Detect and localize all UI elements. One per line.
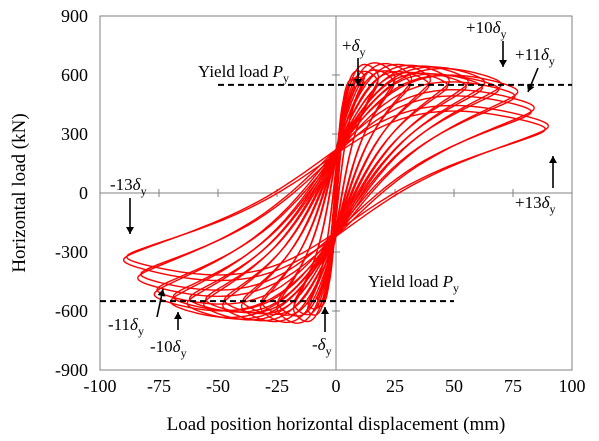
hysteresis-loops — [122, 62, 550, 324]
arrow-minus-13-head — [126, 227, 134, 234]
annotation-p10-prefix: +10 — [466, 18, 493, 37]
annotation-m13-symbol: δ — [133, 175, 142, 194]
annotation-m1-symbol: δ — [318, 335, 327, 354]
arrow-minus-13 — [126, 198, 134, 234]
annotation-p1-prefix: + — [342, 36, 352, 55]
arrow-minus-10 — [174, 312, 182, 330]
annotation-m13-prefix: -13 — [110, 175, 133, 194]
arrow-plus-10 — [499, 41, 507, 67]
annotation-yield_top-symbol: P — [272, 62, 283, 81]
annotation-m11-subscript: y — [138, 324, 144, 338]
arrow-plus-13 — [549, 156, 557, 188]
arrow-minus-1 — [321, 307, 329, 332]
x-tick-label: 0 — [332, 376, 341, 396]
arrow-minus-11-head — [157, 289, 166, 297]
annotation-m10-symbol: δ — [173, 337, 182, 356]
arrow-minus-11 — [156, 288, 166, 318]
annotation-m11: -11δy — [108, 315, 144, 338]
annotation-m1-prefix: - — [312, 335, 318, 354]
annotation-yield_bottom-subscript: y — [453, 281, 459, 295]
annotation-arrows — [126, 41, 557, 332]
annotation-m10-subscript: y — [181, 346, 187, 360]
annotation-yield_top: Yield load Py — [198, 62, 289, 85]
arrow-minus-1-head — [321, 307, 329, 314]
y-tick-labels: -900 -600 -300 0 300 600 900 — [55, 6, 88, 380]
loop-cycle-15 — [126, 110, 546, 276]
annotation-p1-subscript: y — [360, 45, 366, 59]
annotation-yield_bottom-prefix: Yield load — [368, 272, 443, 291]
annotation-m11-prefix: -11 — [108, 315, 130, 334]
loop-cycle-11 — [188, 73, 484, 313]
arrow-plus-1 — [354, 58, 362, 86]
annotation-m13-subscript: y — [141, 184, 147, 198]
y-tick-label: 900 — [61, 6, 88, 26]
annotation-p13-symbol: δ — [542, 193, 551, 212]
annotation-m1: -δy — [312, 335, 332, 358]
annotation-yield_bottom: Yield load Py — [368, 272, 459, 295]
x-tick-label: -75 — [147, 376, 171, 396]
annotation-p10-subscript: y — [501, 27, 507, 41]
annotation-p11-subscript: y — [549, 54, 555, 68]
annotation-p11-symbol: δ — [541, 45, 550, 64]
y-tick-label: -900 — [55, 360, 88, 380]
x-axis-title: Load position horizontal displacement (m… — [167, 414, 506, 435]
arrow-minus-10-head — [174, 312, 182, 319]
arrow-plus-1-head — [354, 79, 362, 86]
x-tick-label: 100 — [559, 376, 586, 396]
yield-load-lines — [100, 83, 572, 303]
x-tick-label: 25 — [386, 376, 404, 396]
loop-cycle-10 — [205, 72, 467, 314]
arrow-plus-10-head — [499, 60, 507, 67]
annotation-p1: +δy — [342, 36, 366, 59]
loop-cycle-14 — [137, 88, 535, 297]
y-tick-label: -600 — [55, 301, 88, 321]
arrow-plus-13-head — [549, 156, 557, 163]
arrow-plus-11 — [527, 67, 539, 93]
x-tick-label: 50 — [445, 376, 463, 396]
annotation-p10-symbol: δ — [493, 18, 502, 37]
annotation-p1-symbol: δ — [352, 36, 361, 55]
arrow-plus-11-head — [527, 84, 535, 92]
annotation-p11-prefix: +11 — [515, 45, 541, 64]
annotation-p13-prefix: +13 — [515, 193, 542, 212]
annotation-m10-prefix: -10 — [150, 337, 173, 356]
y-tick-label: 600 — [61, 65, 88, 85]
y-tick-label: 0 — [79, 183, 88, 203]
annotation-yield_bottom-symbol: P — [442, 272, 453, 291]
x-tick-labels: -100 -75 -50 -25 0 25 50 75 100 — [84, 376, 586, 396]
annotation-yield_top-subscript: y — [283, 71, 289, 85]
annotation-m10: -10δy — [150, 337, 187, 360]
annotation-p13: +13δy — [515, 193, 556, 216]
y-tick-label: -300 — [55, 242, 88, 262]
annotation-m11-symbol: δ — [130, 315, 139, 334]
annotation-p13-subscript: y — [550, 202, 556, 216]
x-tick-label: -100 — [84, 376, 117, 396]
loop-cycle-9 — [223, 71, 449, 315]
tick-marks — [99, 15, 573, 371]
annotation-p10: +10δy — [466, 18, 507, 41]
x-tick-label: 75 — [504, 376, 522, 396]
annotation-m1-subscript: y — [326, 344, 332, 358]
loop-cycle-13 — [156, 81, 516, 305]
loop-cycle-15 — [122, 104, 550, 282]
y-axis-title: Horizontal load (kN) — [9, 113, 30, 272]
loop-cycle-14 — [139, 95, 532, 291]
annotation-p11: +11δy — [515, 45, 555, 68]
annotation-m13: -13δy — [110, 175, 147, 198]
y-tick-label: 300 — [61, 124, 88, 144]
x-tick-label: -50 — [206, 376, 230, 396]
annotation-yield_top-prefix: Yield load — [198, 62, 273, 81]
x-tick-label: -25 — [265, 376, 289, 396]
loop-cycle-5 — [293, 70, 379, 316]
